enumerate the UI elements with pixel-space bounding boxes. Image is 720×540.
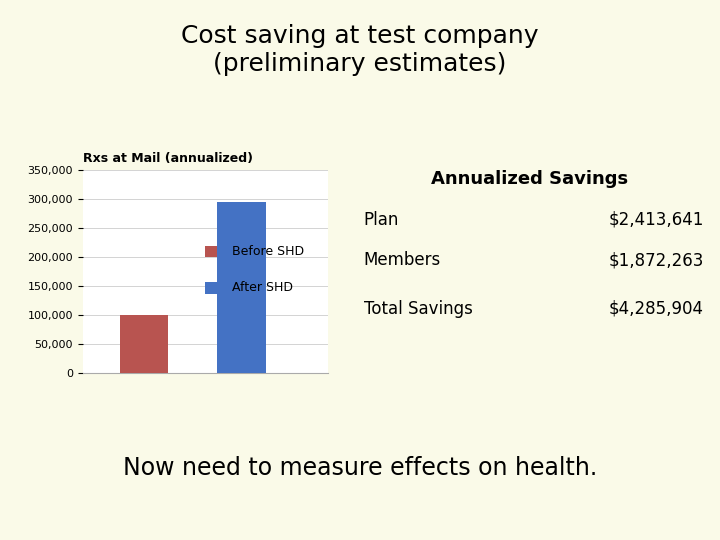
Text: $2,413,641: $2,413,641	[608, 211, 703, 228]
Text: Plan: Plan	[364, 211, 399, 228]
Text: Total Savings: Total Savings	[364, 300, 472, 318]
Text: Cost saving at test company
(preliminary estimates): Cost saving at test company (preliminary…	[181, 24, 539, 76]
Text: $1,872,263: $1,872,263	[608, 251, 703, 269]
Text: Members: Members	[364, 251, 441, 269]
Bar	[217, 202, 266, 373]
Text: Before SHD: Before SHD	[232, 245, 305, 258]
Text: Now need to measure effects on health.: Now need to measure effects on health.	[123, 456, 597, 480]
Text: $4,285,904: $4,285,904	[608, 300, 703, 318]
Text: Rxs at Mail (annualized): Rxs at Mail (annualized)	[83, 152, 253, 165]
FancyBboxPatch shape	[205, 282, 222, 294]
Bar	[120, 315, 168, 373]
FancyBboxPatch shape	[205, 246, 222, 257]
Text: After SHD: After SHD	[232, 281, 293, 294]
Text: Annualized Savings: Annualized Savings	[431, 170, 628, 188]
